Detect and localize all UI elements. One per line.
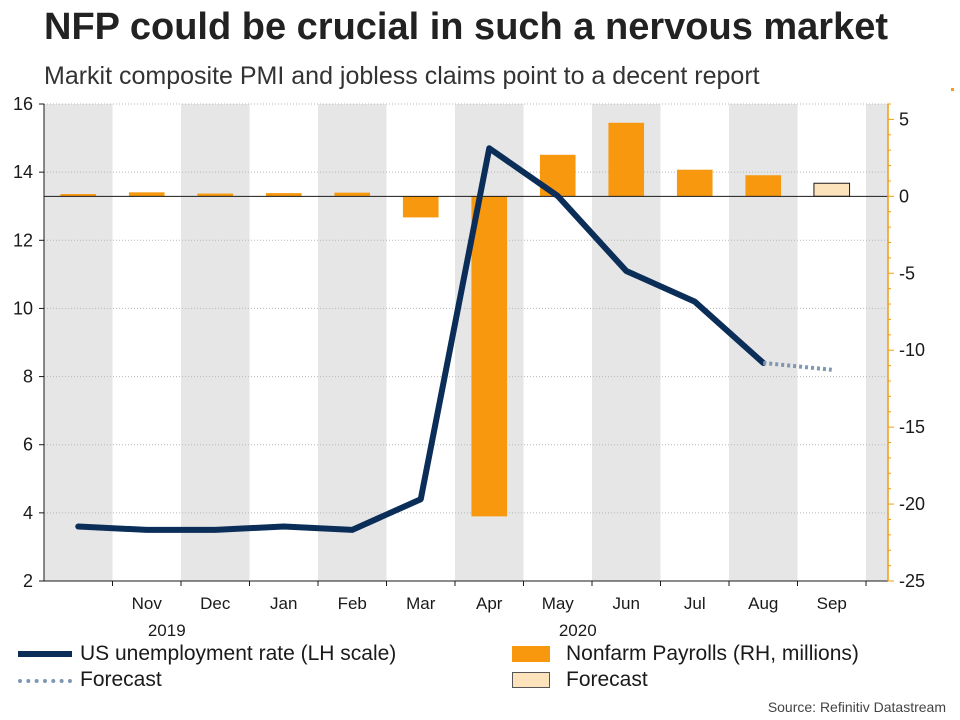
- payrolls-bar-oct: [60, 194, 97, 197]
- chart-subtitle: Markit composite PMI and jobless claims …: [44, 62, 760, 90]
- right-tick-label-5: 5: [899, 109, 909, 129]
- shade-band-dec: [181, 104, 250, 581]
- legend-label-unemployment: US unemployment rate (LH scale): [80, 642, 397, 665]
- payrolls-bar-apr: [471, 196, 508, 517]
- legend-swatch-unemployment-forecast: [18, 679, 72, 683]
- left-tick-label-10: 10: [13, 298, 33, 318]
- legend-swatch-payrolls: [512, 646, 550, 662]
- accent-dot: [951, 88, 954, 91]
- payrolls-bar-jan: [265, 193, 302, 197]
- legend-label-payrolls-forecast: Forecast: [566, 668, 648, 691]
- shade-band-edge: [866, 104, 888, 581]
- x-tick-label-nov: Nov: [132, 594, 163, 613]
- x-tick-label-jun: Jun: [613, 594, 640, 613]
- right-tick-label--5: -5: [899, 263, 915, 283]
- shade-band-oct: [44, 104, 113, 581]
- chart-title: NFP could be crucial in such a nervous m…: [44, 6, 889, 48]
- legend-label-payrolls: Nonfarm Payrolls (RH, millions): [566, 642, 859, 665]
- left-tick-label-2: 2: [23, 571, 33, 591]
- x-tick-label-may: May: [542, 594, 575, 613]
- right-tick-label--10: -10: [899, 340, 925, 360]
- left-tick-label-6: 6: [23, 435, 33, 455]
- x-tick-label-sep: Sep: [817, 594, 847, 613]
- year-label-2020: 2020: [559, 621, 597, 640]
- left-tick-label-14: 14: [13, 162, 33, 182]
- x-tick-label-dec: Dec: [200, 594, 231, 613]
- x-tick-label-jul: Jul: [684, 594, 706, 613]
- shade-band-feb: [318, 104, 387, 581]
- source-note: Source: Refinitiv Datastream: [767, 699, 946, 715]
- payrolls-bar-nov: [128, 192, 165, 197]
- payrolls-bar-dec: [197, 193, 234, 197]
- right-tick-label-0: 0: [899, 186, 909, 206]
- payrolls-bar-aug: [745, 175, 782, 197]
- payrolls-bar-jun: [608, 122, 645, 197]
- x-tick-label-jan: Jan: [270, 594, 297, 613]
- forecast-bar-sep: [813, 182, 851, 197]
- payrolls-bar-mar: [402, 196, 439, 218]
- legend-label-unemployment-forecast: Forecast: [80, 668, 162, 691]
- year-label-2019: 2019: [148, 621, 186, 640]
- left-tick-label-12: 12: [13, 230, 33, 250]
- x-tick-label-apr: Apr: [476, 594, 503, 613]
- x-tick-label-mar: Mar: [406, 594, 436, 613]
- right-tick-label--20: -20: [899, 494, 925, 514]
- left-tick-label-16: 16: [13, 94, 33, 114]
- legend-swatch-payrolls-forecast: [512, 672, 550, 688]
- chart-svg: 2 4 6 8 10 12 14 16 Nov Dec Jan Feb Mar Apr May Jun Jul A…: [13, 94, 925, 640]
- x-tick-label-feb: Feb: [338, 594, 367, 613]
- right-tick-label--15: -15: [899, 417, 925, 437]
- right-tick-label--25: -25: [899, 571, 925, 591]
- left-tick-label-4: 4: [23, 503, 33, 523]
- legend-swatch-unemployment: [18, 651, 72, 657]
- left-tick-label-8: 8: [23, 367, 33, 387]
- x-tick-label-aug: Aug: [748, 594, 778, 613]
- payrolls-bar-feb: [334, 192, 371, 197]
- payrolls-bar-jul: [676, 169, 713, 197]
